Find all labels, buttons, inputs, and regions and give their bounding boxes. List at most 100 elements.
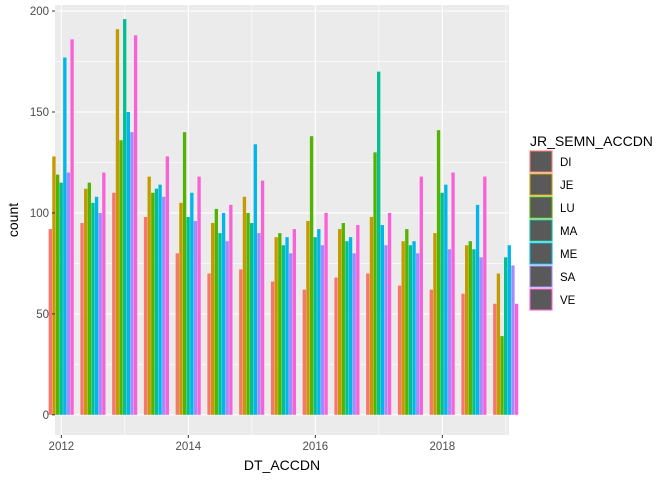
bar-je: [338, 229, 342, 415]
bar-me: [221, 212, 226, 415]
bar-di: [239, 269, 243, 415]
y-tick-label: 100: [30, 208, 49, 220]
bar-ma: [218, 233, 222, 415]
bar-lu: [55, 174, 60, 415]
bar-je: [401, 241, 405, 415]
bar-di: [366, 273, 370, 415]
bar-di: [207, 273, 211, 415]
bar-ve: [356, 225, 360, 415]
bar-lu: [500, 336, 504, 415]
bar-sa: [257, 233, 261, 415]
bar-sa: [130, 132, 134, 415]
bar-me: [507, 245, 511, 415]
bar-me: [253, 144, 257, 415]
y-axis: 0 50 100 150 200: [30, 6, 55, 422]
bar-je: [147, 176, 151, 415]
bar-ma: [313, 237, 317, 415]
bar-ve: [197, 176, 201, 415]
legend-label-je: JE: [560, 180, 574, 192]
bar-lu: [468, 241, 472, 415]
bar-di: [461, 293, 465, 415]
bar-je: [433, 233, 437, 415]
bar-di: [80, 223, 84, 415]
legend-label-sa: SA: [560, 272, 576, 284]
bar-lu: [214, 208, 218, 415]
bar-ve: [260, 180, 265, 415]
bar-di: [48, 229, 52, 415]
legend-key-sa: [529, 265, 553, 288]
bars: [48, 19, 519, 415]
bar-lu: [341, 223, 345, 415]
bar-me: [412, 241, 416, 415]
bar-sa: [416, 253, 420, 415]
legend-key-ma: [529, 219, 553, 242]
bar-je: [179, 202, 183, 415]
bar-lu: [436, 130, 441, 415]
bar-lu: [182, 132, 187, 415]
bar-je: [274, 237, 278, 415]
bar-ve: [387, 212, 392, 415]
legend-key-me: [529, 242, 553, 265]
bar-ve: [514, 303, 519, 415]
bar-me: [190, 192, 194, 415]
y-tick-label: 200: [30, 6, 49, 18]
bar-di: [143, 216, 148, 415]
bar-je: [52, 156, 56, 415]
bar-sa: [98, 212, 102, 415]
legend-label-lu: LU: [560, 203, 575, 215]
bar-je: [465, 245, 469, 415]
legend: JR_SEMN_ACCDN DI JE LU MA ME SA VE: [529, 133, 653, 311]
bar-ve: [229, 204, 233, 415]
x-axis: 2012 2014 2016 2018: [49, 435, 455, 453]
bar-me: [126, 112, 130, 415]
legend-key-lu: [529, 196, 553, 219]
bar-ma: [377, 71, 381, 415]
bar-me: [63, 57, 67, 415]
bar-ve: [324, 212, 328, 415]
bar-ve: [133, 35, 138, 415]
bar-ma: [345, 241, 349, 415]
bar-me: [380, 225, 384, 415]
bar-me: [94, 196, 99, 415]
bar-ma: [504, 257, 508, 415]
bar-ve: [419, 176, 423, 415]
bar-di: [175, 253, 179, 415]
bar-sa: [289, 253, 293, 415]
bar-ve: [102, 172, 106, 415]
bar-ma: [408, 245, 413, 415]
bar-di: [493, 303, 497, 415]
bar-ma: [123, 19, 127, 415]
bar-me: [158, 184, 162, 415]
bar-me: [285, 237, 289, 415]
bar-di: [112, 192, 116, 415]
bar-lu: [405, 229, 409, 415]
x-axis-title: DT_ACCDN: [244, 457, 320, 473]
legend-label-ve: VE: [560, 295, 576, 307]
bar-me: [444, 184, 448, 415]
bar-sa: [352, 253, 356, 415]
bar-je: [115, 29, 120, 415]
bar-ma: [440, 192, 444, 415]
bar-sa: [384, 245, 388, 415]
bar-ma: [250, 223, 254, 415]
legend-key-je: [529, 173, 553, 196]
bar-sa: [66, 172, 71, 415]
bar-ve: [70, 39, 74, 415]
bar-ma: [59, 182, 63, 415]
bar-lu: [87, 182, 91, 415]
bar-lu: [309, 136, 314, 415]
bar-lu: [278, 233, 282, 415]
bar-ve: [483, 176, 487, 415]
bar-sa: [479, 257, 483, 415]
bar-sa: [193, 221, 198, 415]
x-tick-label: 2016: [303, 441, 329, 453]
bar-je: [211, 223, 215, 415]
bar-lu: [151, 192, 155, 415]
legend-label-ma: MA: [560, 226, 578, 238]
legend-label-me: ME: [560, 249, 578, 261]
bar-sa: [225, 241, 229, 415]
legend-key-ve: [529, 288, 553, 311]
bar-ve: [165, 156, 169, 415]
bar-ma: [91, 202, 95, 415]
